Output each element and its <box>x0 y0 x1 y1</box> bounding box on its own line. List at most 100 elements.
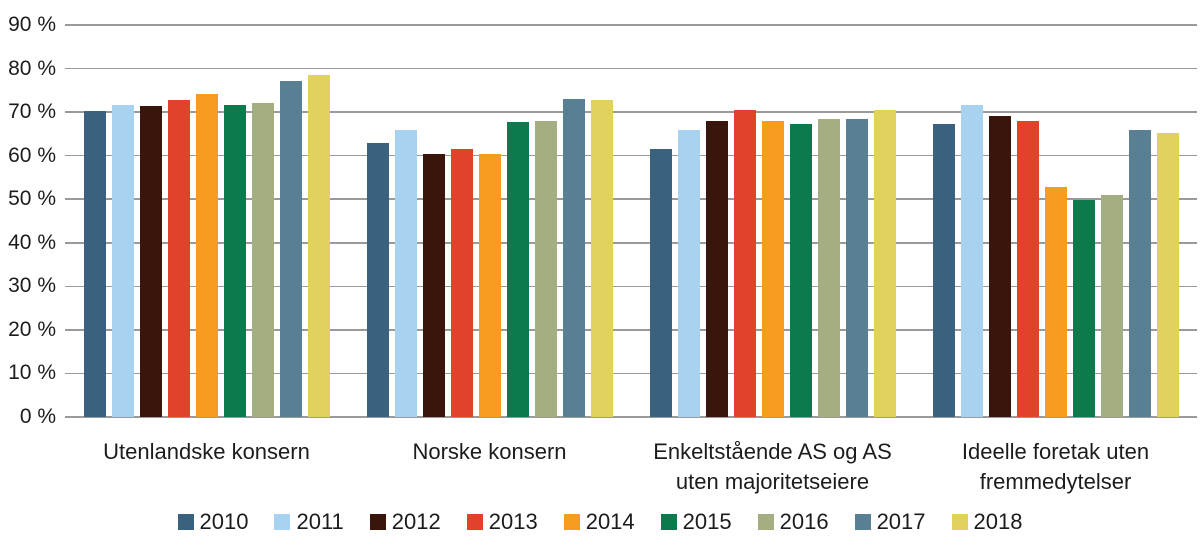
bar-groups <box>65 25 1197 417</box>
gridline <box>65 242 1197 244</box>
bar-2016 <box>251 102 274 417</box>
legend-label: 2012 <box>391 509 441 534</box>
legend-label: 2017 <box>876 509 926 534</box>
legend-item-2015: 2015 <box>660 509 732 535</box>
gridline <box>65 329 1197 331</box>
gridline <box>65 154 1197 157</box>
bar-2014 <box>478 153 501 417</box>
bar-2010 <box>83 110 106 417</box>
x-axis-category-label-line: Utenlandske konsern <box>103 439 310 464</box>
bar-2011 <box>111 105 134 417</box>
gridline <box>65 111 1197 113</box>
bar-2016 <box>534 121 557 417</box>
plot-area <box>65 24 1197 418</box>
bar-2014 <box>1044 186 1067 417</box>
legend-swatch-icon <box>274 514 291 530</box>
gridline <box>65 67 1197 70</box>
y-axis-tick-label: 90 % <box>8 13 56 36</box>
x-axis: Utenlandske konsern Norske konsern Enkelts… <box>65 437 1197 497</box>
bar-2014 <box>761 121 784 417</box>
legend-item-2011: 2011 <box>274 509 344 535</box>
bar-group <box>631 25 914 417</box>
legend-label: 2014 <box>585 509 635 534</box>
legend-item-2017: 2017 <box>854 509 926 535</box>
x-axis-category-label-line: Ideelle foretak uten <box>961 439 1150 464</box>
bar-2013 <box>167 99 190 417</box>
y-axis-tick-label: 50 % <box>8 187 56 211</box>
bar-2013 <box>450 148 473 417</box>
bar-group <box>914 25 1197 417</box>
bar-2012 <box>988 115 1011 417</box>
bar-2018 <box>1156 132 1179 417</box>
bar-2016 <box>817 119 840 417</box>
bar-group <box>348 25 631 417</box>
bar-2015 <box>223 105 246 417</box>
legend-swatch-icon <box>951 514 968 530</box>
legend-swatch-icon <box>660 514 677 530</box>
x-axis-category-label-line: fremmedytelser <box>979 469 1132 494</box>
bar-2013 <box>733 109 756 417</box>
legend-item-2013: 2013 <box>466 509 538 535</box>
x-axis-line <box>65 416 1197 418</box>
legend-label: 2013 <box>488 509 538 534</box>
x-axis-category-label: Ideelle foretak uten fremmedytelser <box>914 437 1197 497</box>
gridline <box>65 285 1197 288</box>
legend-swatch-icon <box>369 514 386 530</box>
legend-swatch-icon <box>466 514 483 530</box>
legend-swatch-icon <box>757 514 774 530</box>
bar-2012 <box>422 153 445 417</box>
legend-label: 2010 <box>199 509 249 534</box>
bar-2011 <box>677 129 700 417</box>
legend-item-2016: 2016 <box>757 509 829 535</box>
x-axis-category-label: Utenlandske konsern <box>65 437 348 497</box>
legend-label: 2018 <box>973 509 1023 534</box>
y-axis-tick-label: 60 % <box>8 143 56 167</box>
y-axis-tick-label: 80 % <box>8 56 56 80</box>
y-axis-tick-label: 10 % <box>8 361 56 385</box>
legend-item-2012: 2012 <box>369 509 441 535</box>
legend-swatch-icon <box>177 514 194 530</box>
bar-2017 <box>1128 129 1151 417</box>
bar-2017 <box>562 99 585 417</box>
legend-item-2014: 2014 <box>563 509 635 535</box>
bar-2010 <box>932 123 955 417</box>
y-axis: 0 % 10 % 20 % 30 % 40 % 50 % 60 % 70 % 80 % 90 % <box>0 13 56 428</box>
bar-2017 <box>845 119 868 417</box>
legend-label: 2015 <box>682 509 732 534</box>
bar-2011 <box>394 129 417 417</box>
bar-2010 <box>649 148 672 417</box>
bar-2018 <box>873 110 896 417</box>
bar-2013 <box>1016 120 1039 417</box>
legend-label: 2011 <box>296 509 344 534</box>
y-axis-tick-label: 40 % <box>8 230 56 254</box>
bar-2015 <box>789 124 812 417</box>
x-axis-category-label-line: uten majoritetseiere <box>675 469 870 494</box>
x-axis-category-label-line: Norske konsern <box>412 439 567 464</box>
bar-2015 <box>1072 200 1095 417</box>
bar-2011 <box>960 104 983 417</box>
bar-2017 <box>279 80 302 417</box>
bar-group <box>65 25 348 417</box>
legend-swatch-icon <box>854 514 871 530</box>
y-axis-tick-label: 20 % <box>8 317 56 341</box>
bar-2016 <box>1100 194 1123 417</box>
bar-2012 <box>139 105 162 417</box>
y-axis-tick-label: 0 % <box>19 405 56 428</box>
bar-2012 <box>705 121 728 417</box>
legend-swatch-icon <box>563 514 580 530</box>
y-axis-tick-label: 30 % <box>8 274 56 298</box>
legend-item-2010: 2010 <box>177 509 249 535</box>
legend-label: 2016 <box>779 509 829 534</box>
gridline <box>65 24 1197 26</box>
x-axis-category-label-line: Enkeltstående AS og AS <box>653 439 892 464</box>
bar-2018 <box>307 75 330 417</box>
legend-item-2018: 2018 <box>951 509 1023 535</box>
x-axis-category-label: Norske konsern <box>348 437 631 497</box>
gridline <box>65 372 1197 375</box>
legend: 2010 2011 2012 2013 2014 2015 2016 2017 2018 <box>0 509 1200 535</box>
gridline <box>65 198 1197 200</box>
bar-2014 <box>195 94 218 417</box>
x-axis-category-label: Enkeltstående AS og AS uten majoritetseie… <box>631 437 914 497</box>
bar-2015 <box>506 121 529 417</box>
